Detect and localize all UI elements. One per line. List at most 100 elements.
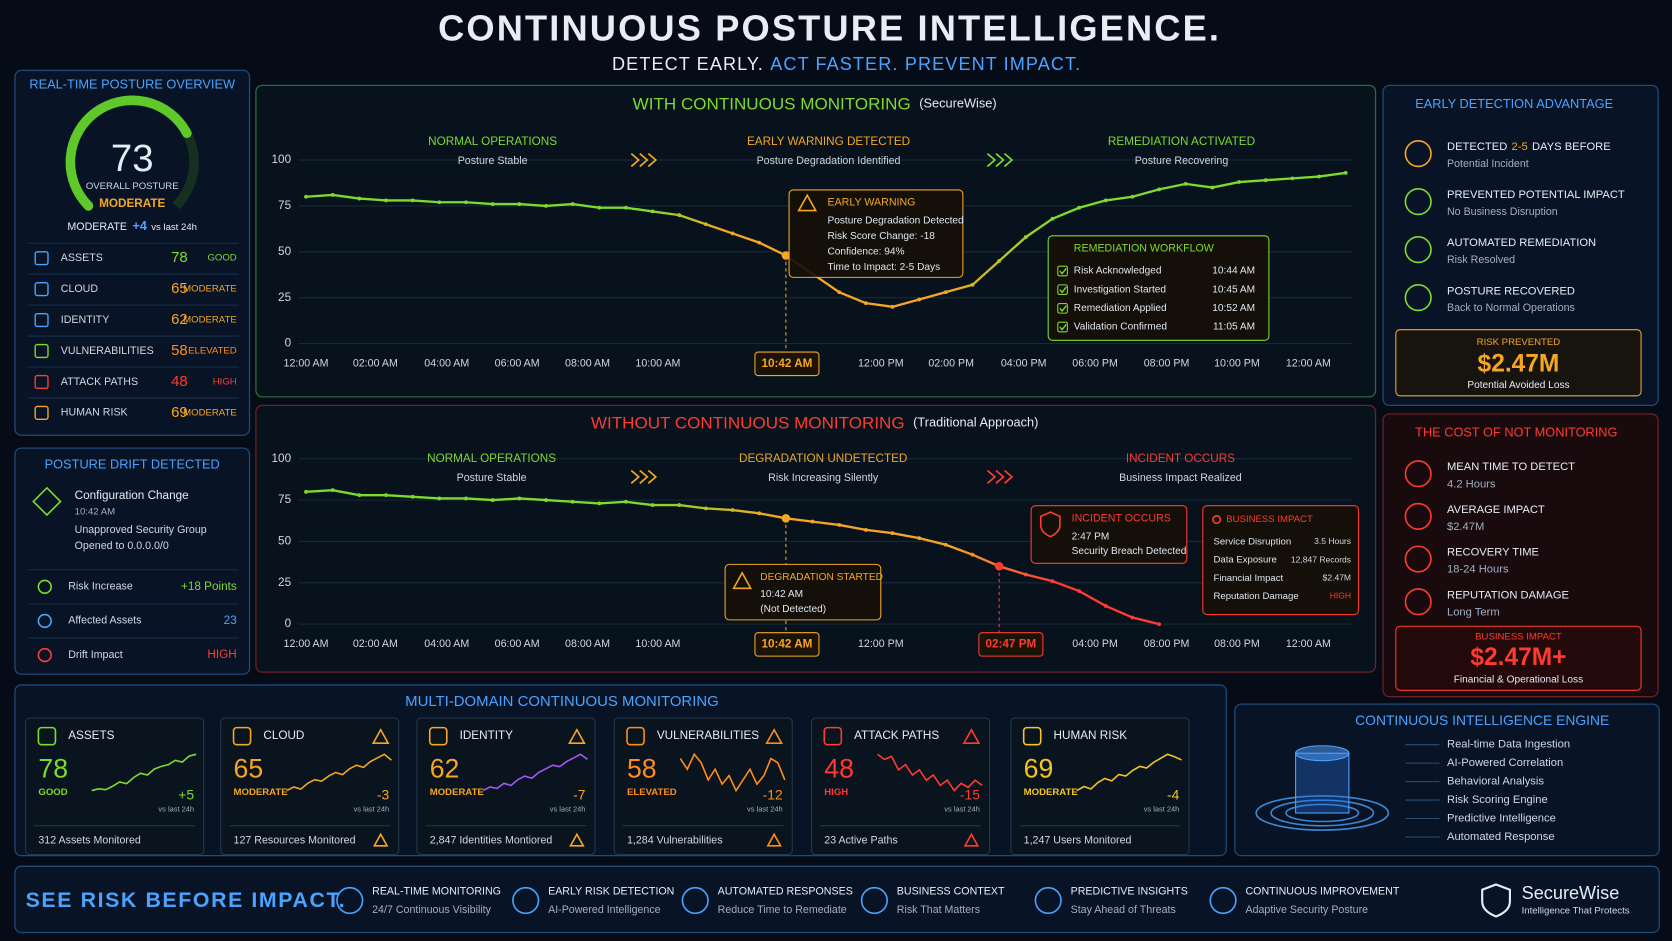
domain-score: 69	[171, 404, 188, 421]
checkbox	[1057, 284, 1068, 295]
data-point	[437, 496, 442, 501]
highlight-box	[1395, 329, 1642, 397]
box-caption: Financial & Operational Loss	[1454, 674, 1583, 685]
phase-arrow	[986, 469, 997, 484]
feature-title: PREDICTIVE INSIGHTS	[1071, 886, 1188, 898]
workflow-step: Validation Confirmed	[1074, 322, 1167, 333]
phase-subtitle: Risk Increasing Silently	[768, 472, 879, 484]
warning-icon	[797, 193, 818, 212]
cost-item-value: 4.2 Hours	[1447, 478, 1496, 490]
feature-title: CONTINUOUS IMPROVEMENT	[1245, 886, 1399, 898]
x-tick-label: 10:00 PM	[1214, 358, 1260, 370]
workflow-step: Investigation Started	[1074, 284, 1166, 295]
data-point	[304, 489, 308, 494]
feature-subtitle: Risk That Matters	[897, 904, 980, 916]
box-label: RISK PREVENTED	[1477, 337, 1561, 348]
domain-status: MODERATE	[183, 284, 237, 295]
early-item-subtitle: Risk Resolved	[1447, 254, 1515, 266]
feature-subtitle: Stay Ahead of Threats	[1071, 904, 1176, 916]
domain-icon	[34, 251, 49, 266]
checkbox	[1057, 302, 1068, 314]
checkbox	[1057, 321, 1068, 333]
sparkline	[482, 753, 589, 792]
early-item-title: POSTURE RECOVERED	[1447, 285, 1575, 297]
checkmark	[1059, 286, 1067, 294]
engine-top	[1295, 745, 1350, 762]
workflow-step: Remediation Applied	[1074, 303, 1167, 314]
data-point	[544, 203, 548, 208]
gauge-arc	[65, 95, 192, 211]
card-footer: 23 Active Paths	[824, 835, 897, 847]
feature-title: BUSINESS CONTEXT	[897, 886, 1005, 898]
card-change: -3	[377, 787, 390, 803]
footer-tagline: SEE RISK BEFORE IMPACT.	[26, 888, 347, 912]
data-point	[1023, 572, 1028, 577]
phase-arrow	[995, 152, 1005, 168]
domain-status: GOOD	[207, 253, 236, 264]
phase-arrow	[995, 469, 1005, 484]
sparkline	[679, 752, 786, 793]
engine-ring	[1270, 799, 1375, 827]
domain-status: MODERATE	[183, 407, 237, 418]
data-point	[570, 202, 575, 206]
page-subtitle: DETECT EARLY. ACT FASTER. PREVENT IMPACT.	[612, 54, 1081, 74]
engine-item: Real-time Data Ingestion	[1447, 739, 1570, 751]
data-point	[357, 196, 362, 201]
data-point	[863, 527, 868, 532]
impact-label: Financial Impact	[1213, 573, 1283, 584]
domain-icon	[34, 282, 49, 297]
drift-icon	[32, 486, 62, 517]
panel-title: THE COST OF NOT MONITORING	[1415, 425, 1617, 440]
marker-label: 02:47 PM	[985, 637, 1036, 650]
phase-arrow	[630, 469, 641, 484]
panel-title: POSTURE DRIFT DETECTED	[45, 457, 220, 472]
x-tick-label: 12:00 AM	[284, 638, 329, 650]
phase-title: NORMAL OPERATIONS	[427, 452, 556, 465]
warning-icon	[569, 832, 585, 847]
incident-icon	[1039, 511, 1061, 538]
engine-item: AI-Powered Correlation	[1447, 757, 1563, 769]
data-point	[730, 231, 735, 236]
data-point	[1130, 194, 1135, 199]
cost-item-title: REPUTATION DAMAGE	[1447, 589, 1569, 601]
data-point	[1050, 216, 1055, 221]
card-score: 62	[430, 753, 460, 783]
metric-label: Drift Impact	[68, 649, 122, 661]
y-tick-label: 50	[278, 535, 292, 548]
x-tick-label: 04:00 AM	[424, 358, 469, 370]
brand-tagline: Intelligence That Protects	[1522, 906, 1630, 917]
x-tick-label: 10:00 AM	[635, 638, 680, 650]
domain-icon	[34, 374, 49, 390]
data-point	[624, 205, 628, 210]
phase-title: EARLY WARNING DETECTED	[747, 135, 910, 148]
x-tick-label: 04:00 PM	[1001, 358, 1047, 370]
data-point	[1157, 187, 1162, 192]
data-point	[384, 198, 388, 203]
icon	[1404, 460, 1432, 488]
panel	[1234, 703, 1660, 857]
data-point	[730, 508, 735, 512]
x-tick-label: 12:00 AM	[1286, 358, 1331, 370]
chart-title: WITH CONTINUOUS MONITORING (SecureWise)	[633, 94, 997, 113]
early-item-title: PREVENTED POTENTIAL IMPACT	[1447, 189, 1625, 201]
event-time: 10:42 AM	[75, 507, 115, 518]
phase-title: NORMAL OPERATIONS	[428, 135, 557, 148]
box-value: $2.47M	[1478, 350, 1560, 377]
phase-arrow	[986, 152, 997, 168]
callout-line: Posture Degradation Detected	[827, 216, 963, 227]
phase-arrow	[639, 469, 649, 484]
data-point	[810, 519, 815, 524]
impact-value: HIGH	[1330, 591, 1351, 601]
warning-icon	[765, 728, 783, 744]
card-name: ATTACK PATHS	[854, 729, 939, 742]
marker-label: 10:42 AM	[761, 357, 812, 370]
x-tick-label: 06:00 PM	[1072, 358, 1118, 370]
data-point	[410, 494, 415, 499]
data-point	[597, 205, 602, 210]
marker-box	[754, 632, 820, 657]
x-tick-label: 04:00 PM	[1072, 638, 1118, 650]
callout-line: Security Breach Detected	[1072, 546, 1187, 557]
trend-status: MODERATE	[67, 221, 127, 233]
card-name: VULNERABILITIES	[657, 729, 759, 742]
